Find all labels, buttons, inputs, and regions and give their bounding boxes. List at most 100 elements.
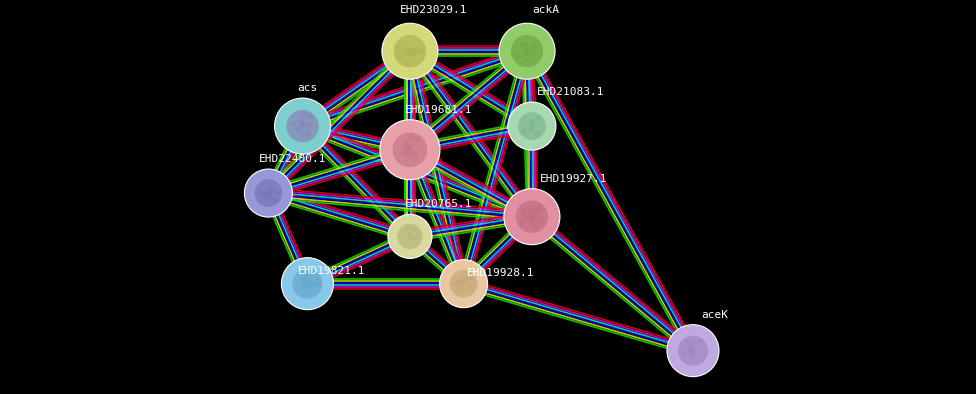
Circle shape (267, 186, 272, 191)
Circle shape (301, 132, 305, 138)
Circle shape (537, 204, 542, 210)
Circle shape (410, 50, 416, 56)
Circle shape (529, 127, 534, 132)
Circle shape (406, 231, 410, 236)
Circle shape (525, 49, 530, 55)
Circle shape (456, 280, 461, 284)
Circle shape (529, 125, 533, 129)
Circle shape (275, 190, 280, 195)
Circle shape (408, 50, 414, 55)
Circle shape (413, 152, 419, 158)
Circle shape (415, 235, 420, 239)
Circle shape (523, 41, 528, 46)
Circle shape (469, 284, 474, 289)
Circle shape (410, 235, 415, 240)
Text: ackA: ackA (532, 5, 559, 15)
Circle shape (405, 151, 411, 158)
Circle shape (255, 179, 282, 207)
Circle shape (519, 221, 524, 226)
Circle shape (402, 229, 407, 234)
Circle shape (528, 208, 533, 214)
Circle shape (300, 123, 305, 129)
Circle shape (405, 52, 411, 57)
Circle shape (523, 43, 528, 49)
Circle shape (303, 292, 307, 297)
Circle shape (515, 54, 521, 59)
Circle shape (520, 209, 526, 214)
Circle shape (527, 128, 532, 133)
Circle shape (264, 193, 268, 197)
Circle shape (464, 277, 468, 282)
Circle shape (305, 283, 309, 288)
Circle shape (525, 49, 530, 54)
Text: EHD19928.1: EHD19928.1 (467, 268, 534, 278)
Circle shape (407, 49, 412, 54)
Circle shape (402, 47, 408, 53)
Circle shape (411, 229, 415, 233)
Circle shape (270, 188, 275, 192)
Circle shape (305, 275, 310, 280)
Circle shape (419, 48, 425, 53)
Text: acs: acs (298, 83, 318, 93)
Circle shape (466, 286, 470, 291)
Circle shape (410, 48, 416, 54)
Circle shape (306, 133, 311, 138)
Circle shape (413, 236, 418, 240)
Circle shape (306, 287, 311, 292)
Circle shape (528, 121, 533, 126)
Circle shape (412, 151, 418, 156)
Circle shape (303, 276, 308, 281)
Circle shape (306, 129, 311, 135)
Circle shape (403, 140, 409, 146)
Circle shape (468, 276, 472, 281)
Circle shape (410, 154, 416, 161)
Circle shape (681, 352, 687, 357)
Circle shape (519, 42, 525, 47)
Circle shape (524, 51, 530, 56)
Circle shape (315, 277, 320, 282)
Circle shape (688, 344, 694, 349)
Circle shape (406, 225, 411, 229)
Circle shape (528, 208, 533, 213)
Circle shape (405, 150, 411, 156)
Circle shape (402, 150, 408, 156)
Circle shape (382, 23, 438, 79)
Circle shape (409, 236, 414, 241)
Circle shape (303, 282, 307, 287)
Circle shape (690, 348, 696, 353)
Circle shape (462, 281, 467, 286)
Circle shape (530, 124, 535, 129)
Circle shape (311, 282, 316, 287)
Circle shape (392, 132, 427, 167)
Circle shape (524, 48, 530, 54)
Circle shape (291, 121, 297, 127)
Circle shape (537, 207, 543, 212)
Circle shape (408, 230, 412, 235)
Circle shape (685, 338, 690, 344)
Circle shape (302, 277, 307, 282)
Circle shape (274, 98, 331, 154)
Circle shape (303, 285, 308, 290)
Circle shape (504, 189, 560, 245)
Circle shape (308, 282, 313, 288)
Circle shape (244, 169, 293, 217)
Circle shape (301, 278, 305, 283)
Circle shape (258, 190, 263, 195)
Text: EHD23029.1: EHD23029.1 (400, 5, 468, 15)
Circle shape (460, 286, 465, 291)
Circle shape (508, 102, 556, 150)
Circle shape (523, 47, 528, 53)
Circle shape (533, 223, 538, 229)
Circle shape (522, 126, 527, 130)
Circle shape (397, 54, 402, 59)
Circle shape (461, 279, 466, 283)
Text: EHD22480.1: EHD22480.1 (259, 154, 326, 164)
Text: EHD19927.1: EHD19927.1 (540, 174, 607, 184)
Circle shape (265, 188, 270, 193)
Circle shape (408, 235, 412, 239)
Circle shape (499, 23, 555, 79)
Circle shape (687, 347, 692, 353)
Circle shape (401, 151, 407, 157)
Circle shape (413, 236, 417, 241)
Circle shape (667, 325, 719, 377)
